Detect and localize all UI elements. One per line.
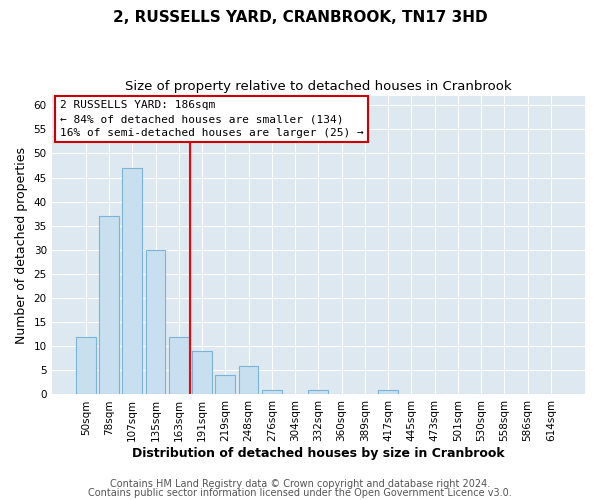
Bar xyxy=(192,351,212,395)
Bar xyxy=(239,366,259,394)
Bar xyxy=(122,168,142,394)
Title: Size of property relative to detached houses in Cranbrook: Size of property relative to detached ho… xyxy=(125,80,512,93)
Bar xyxy=(146,250,166,394)
Bar xyxy=(169,336,188,394)
Text: 2 RUSSELLS YARD: 186sqm
← 84% of detached houses are smaller (134)
16% of semi-d: 2 RUSSELLS YARD: 186sqm ← 84% of detache… xyxy=(59,100,364,138)
Text: 2, RUSSELLS YARD, CRANBROOK, TN17 3HD: 2, RUSSELLS YARD, CRANBROOK, TN17 3HD xyxy=(113,10,487,25)
Bar xyxy=(262,390,282,394)
Bar xyxy=(308,390,328,394)
Bar xyxy=(99,216,119,394)
Bar xyxy=(76,336,95,394)
Bar xyxy=(378,390,398,394)
Bar xyxy=(215,375,235,394)
Y-axis label: Number of detached properties: Number of detached properties xyxy=(15,146,28,344)
Text: Contains public sector information licensed under the Open Government Licence v3: Contains public sector information licen… xyxy=(88,488,512,498)
X-axis label: Distribution of detached houses by size in Cranbrook: Distribution of detached houses by size … xyxy=(132,447,505,460)
Text: Contains HM Land Registry data © Crown copyright and database right 2024.: Contains HM Land Registry data © Crown c… xyxy=(110,479,490,489)
